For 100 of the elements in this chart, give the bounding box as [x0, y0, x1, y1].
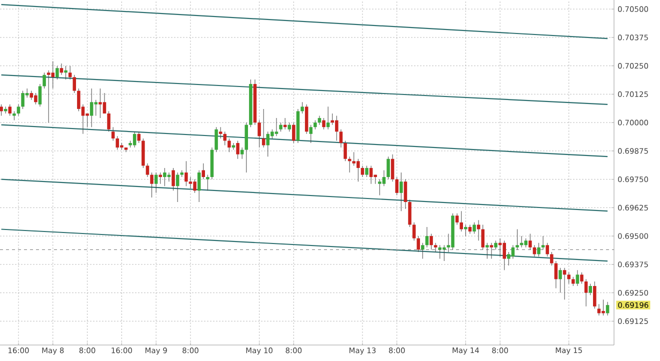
candlestick: [558, 268, 562, 294]
candlestick: [339, 129, 343, 148]
candlestick: [102, 92, 106, 114]
candlestick: [434, 242, 438, 252]
candlestick: [228, 138, 231, 152]
candlestick: [464, 224, 468, 236]
candlestick: [30, 90, 34, 100]
candlestick: [416, 236, 420, 252]
candlestick: [107, 110, 110, 132]
candlestick: [236, 140, 240, 160]
candlestick: [425, 226, 429, 248]
candlestick: [42, 72, 46, 89]
candlestick: [588, 283, 592, 296]
candlestick: [163, 168, 166, 186]
candlestick: [288, 122, 292, 132]
candlestick: [597, 304, 601, 316]
candlestick: [602, 299, 605, 316]
candlestick: [240, 147, 244, 160]
candlestick: [318, 116, 322, 126]
candlestick: [206, 174, 210, 191]
candlestick: [262, 108, 266, 148]
candlestick: [421, 242, 424, 259]
candlestick: [12, 110, 16, 121]
candlestick: [546, 242, 549, 257]
candlestick: [322, 118, 326, 130]
candlestick: [94, 100, 98, 116]
candlestick: [202, 163, 206, 180]
candlestick: [572, 276, 575, 286]
candlestick: [274, 118, 278, 136]
candlestick: [223, 131, 227, 146]
candlestick: [60, 63, 64, 76]
candlestick: [172, 168, 175, 191]
candlestick: [490, 242, 494, 259]
candlestick: [184, 160, 188, 186]
candlestick: [486, 242, 489, 259]
candlestick: [218, 126, 222, 139]
candlestick: [404, 179, 408, 210]
candlestick: [593, 281, 596, 309]
candlestick: [116, 136, 120, 150]
candlestick: [516, 228, 519, 250]
candlestick: [188, 176, 192, 189]
candlestick: [38, 84, 42, 107]
candlestick: [584, 278, 588, 307]
candlestick: [481, 224, 484, 250]
candlestick: [64, 66, 68, 80]
candlestick: [580, 272, 584, 284]
candlestick: [90, 88, 94, 128]
candlestick: [412, 222, 416, 241]
candlestick: [365, 165, 368, 178]
candlestick: [576, 270, 580, 286]
candlestick: [300, 102, 304, 114]
candlestick: [279, 122, 282, 132]
candlestick: [51, 61, 55, 89]
candlestick: [550, 252, 554, 266]
candlestick: [46, 70, 50, 123]
candlestick: [606, 302, 610, 316]
candlestick: [395, 176, 399, 196]
candlestick: [16, 104, 20, 116]
candlestick: [528, 234, 532, 250]
candlestick: [476, 220, 480, 241]
candlestick: [386, 156, 390, 180]
candlestick: [132, 131, 136, 148]
candlestick: [438, 244, 442, 259]
candlestick: [511, 244, 515, 259]
candlestick: [68, 66, 72, 80]
candlestick: [8, 104, 12, 116]
candlestick: [72, 74, 76, 94]
candlestick: [507, 252, 510, 266]
candlestick: [352, 152, 356, 166]
candlestick: [292, 122, 296, 144]
candlestick: [430, 234, 433, 250]
candlestick: [567, 272, 570, 284]
candlestick: [197, 170, 201, 202]
candlestick: [344, 140, 347, 162]
candlestick: [21, 90, 24, 110]
candlestick: [98, 88, 102, 118]
candlestick: [494, 240, 498, 250]
candlestick: [137, 131, 141, 144]
candlestick: [390, 154, 394, 182]
candlestick: [400, 172, 403, 212]
candlestick: [314, 120, 317, 130]
candlestick: [111, 126, 115, 141]
candlestick: [378, 179, 382, 196]
candlestick: [0, 104, 3, 116]
candlestick: [524, 238, 528, 248]
candlestick: [326, 106, 330, 130]
candlestick: [541, 236, 545, 250]
candlestick: [537, 242, 540, 257]
candlestick: [360, 165, 364, 178]
candlestick: [258, 120, 261, 148]
candlestick: [146, 163, 150, 178]
candlestick: [266, 131, 270, 157]
candlestick: [460, 210, 463, 232]
candlestick: [34, 92, 38, 105]
candlestick: [56, 66, 59, 80]
candlestick: [309, 124, 313, 144]
candlestick: [455, 213, 459, 225]
candlestick: [408, 199, 412, 228]
candlestick: [468, 224, 472, 234]
candlestick: [502, 240, 506, 270]
